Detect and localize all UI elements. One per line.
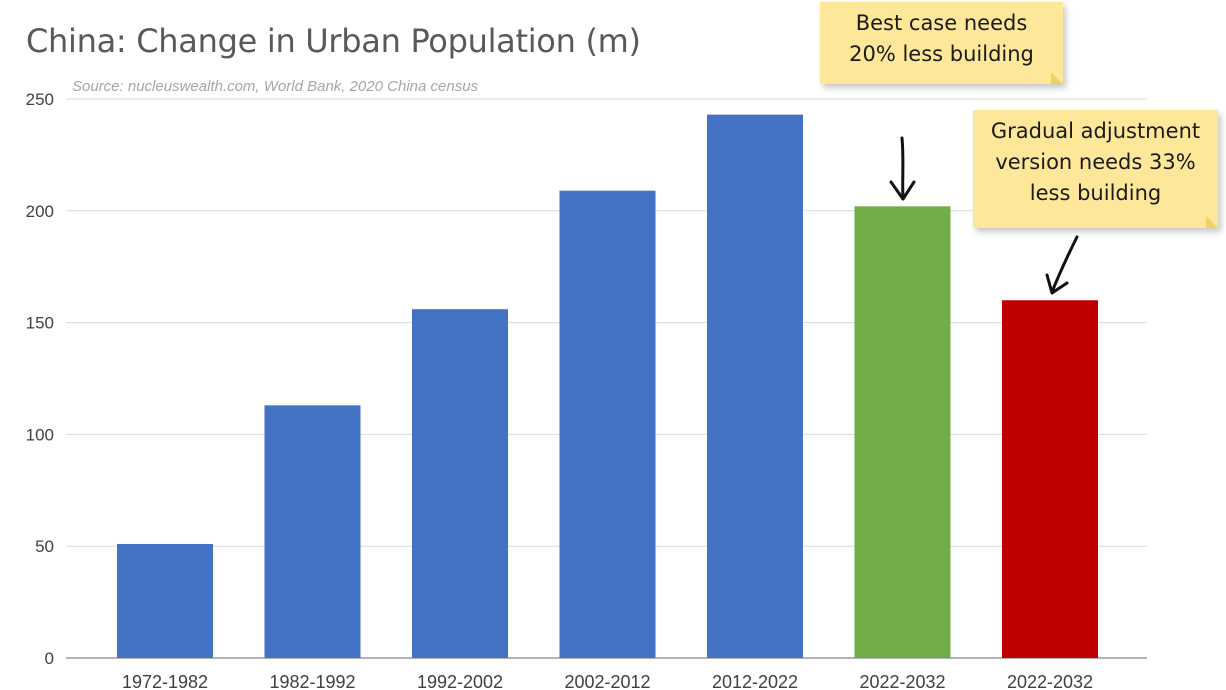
gradual-note-line: less building xyxy=(1029,181,1162,205)
x-tick-label: 1972-1982 xyxy=(122,672,208,690)
chart-title: China: Change in Urban Population (m) xyxy=(26,22,641,60)
gradual-arrow xyxy=(1045,235,1079,295)
best-case-note-line: 20% less building xyxy=(849,42,1034,66)
y-tick-label: 100 xyxy=(26,425,54,444)
gradual-note-line: Gradual adjustment xyxy=(990,119,1201,143)
bar-2002-2012 xyxy=(559,190,656,658)
x-tick-label: 1992-2002 xyxy=(417,672,503,690)
bar-1982-1992 xyxy=(264,405,361,658)
bar-2012-2022 xyxy=(707,114,803,659)
x-axis-tick-labels: 1972-1982 1982-1992 1992-2002 2002-2012 2012… xyxy=(122,672,1093,690)
bar-2022-2032-gradual xyxy=(1002,300,1098,658)
x-tick-label: 2022-2032 xyxy=(1007,672,1093,690)
bar-2022-2032-best-case xyxy=(854,206,951,658)
x-tick-label: 2002-2012 xyxy=(564,672,650,690)
best-case-note: Best case needs 20% less building xyxy=(820,2,1063,84)
y-tick-label: 0 xyxy=(45,649,54,668)
y-axis-tick-labels: 0 50 100 150 200 250 xyxy=(26,90,54,668)
bar-1992-2002 xyxy=(412,309,508,658)
gradual-note-line: version needs 33% xyxy=(995,150,1196,174)
y-tick-label: 150 xyxy=(26,314,54,333)
bar-1972-1982 xyxy=(117,543,213,658)
y-tick-label: 200 xyxy=(26,202,54,221)
x-tick-label: 1982-1992 xyxy=(269,672,355,690)
best-case-arrow xyxy=(889,136,916,201)
gradual-adjustment-note: Gradual adjustment version needs 33% les… xyxy=(973,110,1218,228)
x-tick-label: 2012-2022 xyxy=(712,672,798,690)
y-tick-label: 50 xyxy=(35,537,54,556)
y-tick-label: 250 xyxy=(26,90,54,109)
chart-source-note: Source: nucleuswealth.com, World Bank, 2… xyxy=(72,78,479,95)
bars xyxy=(117,114,1098,659)
best-case-note-line: Best case needs xyxy=(855,11,1028,35)
x-tick-label: 2022-2032 xyxy=(859,672,945,690)
